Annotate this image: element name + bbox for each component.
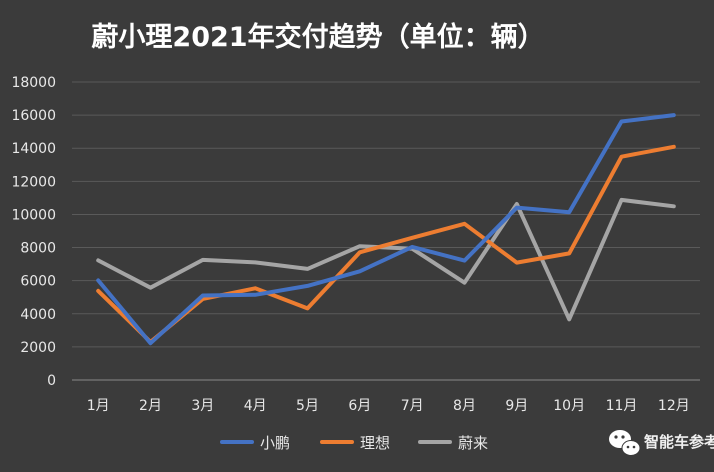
y-tick-label: 2000 [20,340,56,356]
x-tick-label: 12月 [658,398,690,414]
x-tick-label: 10月 [553,398,585,414]
y-tick-label: 4000 [20,307,56,323]
watermark-text: 智能车参考 [644,433,714,451]
series-line-蔚来 [96,197,676,322]
x-tick-label: 7月 [401,398,424,414]
y-tick-label: 0 [47,373,56,389]
y-tick-label: 8000 [20,241,56,257]
wechat-icon [609,430,641,456]
x-tick-label: 3月 [191,398,214,414]
y-tick-label: 6000 [20,274,56,290]
y-tick-label: 14000 [11,141,56,157]
x-tick-label: 9月 [505,398,528,414]
y-tick-label: 16000 [11,108,56,124]
x-axis-tick-labels: 1月 2月 3月 4月 5月 6月 7月 8月 9月 10月 11月 12月 [87,398,690,414]
chart-title: 蔚小理2021年交付趋势（单位：辆） [91,21,544,53]
x-tick-label: 4月 [244,398,267,414]
x-tick-label: 2月 [139,398,162,414]
x-tick-label: 11月 [606,398,638,414]
x-tick-label: 5月 [296,398,319,414]
watermark: 智能车参考 [609,430,714,456]
x-tick-label: 6月 [348,398,371,414]
series-line-小鹏 [96,113,676,346]
y-axis-tick-labels: 0 2000 4000 6000 8000 10000 12000 14000 16000 180… [11,75,56,389]
series-lines [96,113,676,346]
y-tick-label: 10000 [11,207,56,223]
y-tick-label: 12000 [11,174,56,190]
legend-label: 蔚来 [458,434,488,452]
y-tick-label: 18000 [11,75,56,91]
x-tick-label: 1月 [87,398,110,414]
legend-label: 小鹏 [260,434,290,452]
legend-label: 理想 [360,434,390,452]
legend: 小鹏 理想 蔚来 [220,434,488,452]
x-tick-label: 8月 [453,398,476,414]
